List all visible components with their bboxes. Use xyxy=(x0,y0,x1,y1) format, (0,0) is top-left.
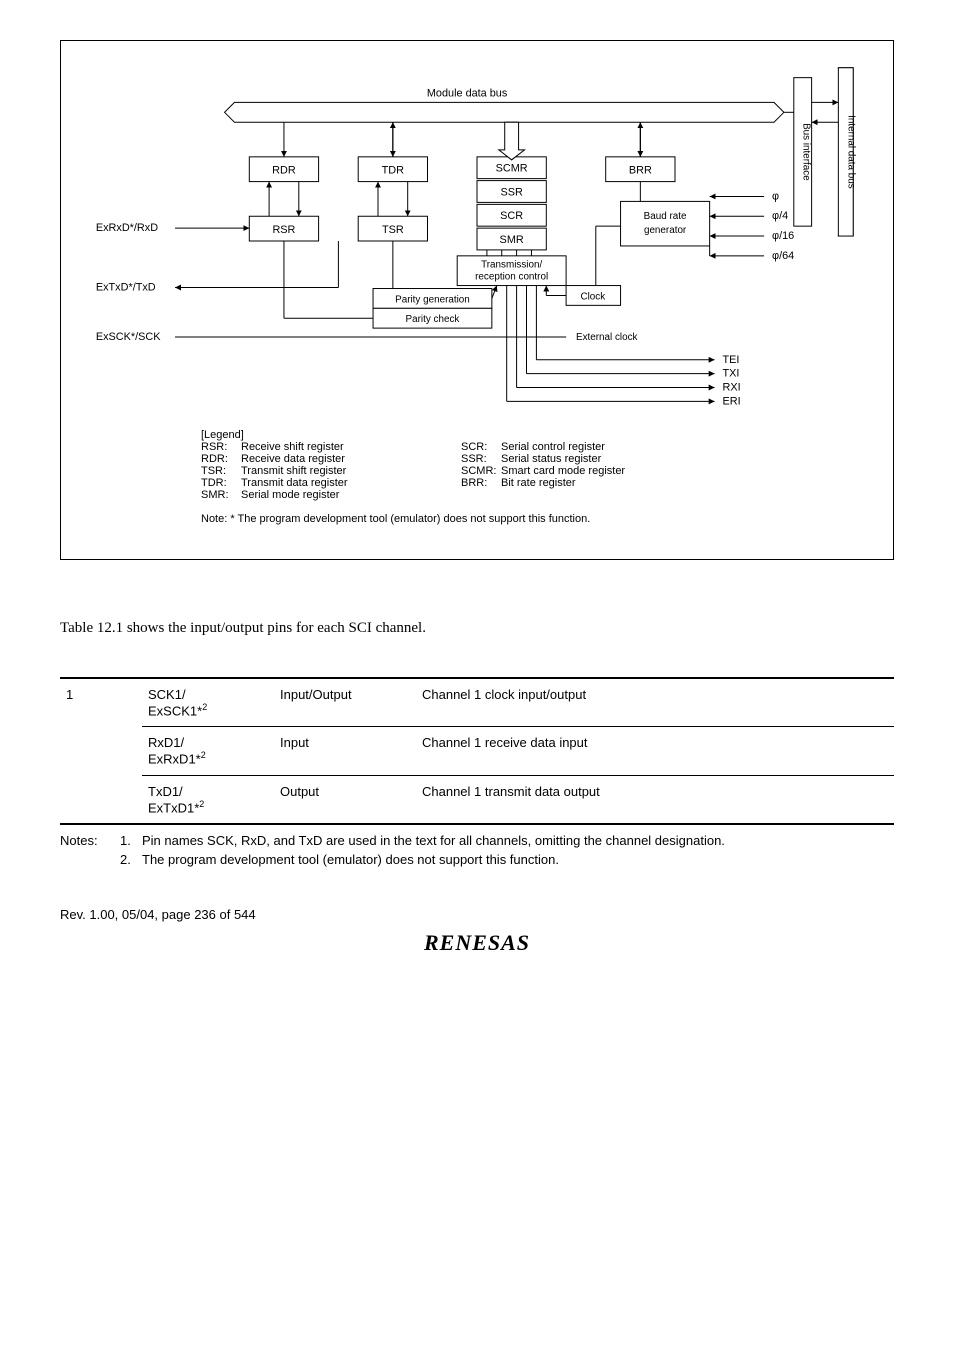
clock-label: Clock xyxy=(580,291,605,302)
baud-rate-label-1: Baud rate xyxy=(644,211,687,222)
paragraph-text: Table 12.1 shows the input/output pins f… xyxy=(60,620,894,637)
scmr-label: SCMR xyxy=(496,163,528,175)
phi-label: φ xyxy=(772,190,779,202)
table-row: RxD1/ExRxD1*2 Input Channel 1 receive da… xyxy=(60,727,894,775)
brr-label: BRR xyxy=(629,165,652,177)
rxi-label: RXI xyxy=(723,381,741,393)
baud-rate-label-2: generator xyxy=(644,225,687,236)
tei-label: TEI xyxy=(723,354,740,366)
scr-label: SCR xyxy=(500,210,523,222)
renesas-logo: RENESAS xyxy=(60,930,894,956)
table-row: TxD1/ExTxD1*2 Output Channel 1 transmit … xyxy=(60,775,894,824)
block-diagram-svg: Internal data bus Bus interface Module d… xyxy=(81,61,873,421)
sck-pin-label: ExSCK*/SCK xyxy=(96,331,161,343)
internal-data-bus-label: Internal data bus xyxy=(845,115,856,189)
ext-clock-label: External clock xyxy=(576,332,638,343)
phi4-label: φ/4 xyxy=(772,210,788,222)
tsr-label: TSR xyxy=(382,224,404,236)
diagram-note: Note: * The program development tool (em… xyxy=(201,513,873,525)
rxd-pin-label: ExRxD*/RxD xyxy=(96,222,158,234)
module-data-bus-label: Module data bus xyxy=(427,87,508,99)
txd-pin-label: ExTxD*/TxD xyxy=(96,282,156,294)
table-row: 1 SCK1/ExSCK1*2 Input/Output Channel 1 c… xyxy=(60,678,894,727)
parity-gen-label: Parity generation xyxy=(395,294,470,305)
trans-label-2: reception control xyxy=(475,272,548,283)
table-notes: Notes: 1. Pin names SCK, RxD, and TxD ar… xyxy=(60,833,894,867)
legend-title: [Legend] xyxy=(201,429,873,441)
trans-label-1: Transmission/ xyxy=(481,260,542,271)
legend-block: [Legend] RSR:Receive shift register RDR:… xyxy=(201,429,873,501)
parity-chk-label: Parity check xyxy=(406,314,460,325)
pin-table: 1 SCK1/ExSCK1*2 Input/Output Channel 1 c… xyxy=(60,677,894,825)
page-footer: Rev. 1.00, 05/04, page 236 of 544 xyxy=(60,907,894,922)
block-diagram-frame: Internal data bus Bus interface Module d… xyxy=(60,40,894,560)
eri-label: ERI xyxy=(723,395,741,407)
ssr-label: SSR xyxy=(500,186,523,198)
smr-label: SMR xyxy=(500,234,524,246)
phi16-label: φ/16 xyxy=(772,230,794,242)
rdr-label: RDR xyxy=(272,165,296,177)
txi-label: TXI xyxy=(723,368,740,380)
bus-interface-label: Bus interface xyxy=(801,123,812,181)
rsr-label: RSR xyxy=(272,224,295,236)
phi64-label: φ/64 xyxy=(772,250,794,262)
tdr-label: TDR xyxy=(382,165,404,177)
